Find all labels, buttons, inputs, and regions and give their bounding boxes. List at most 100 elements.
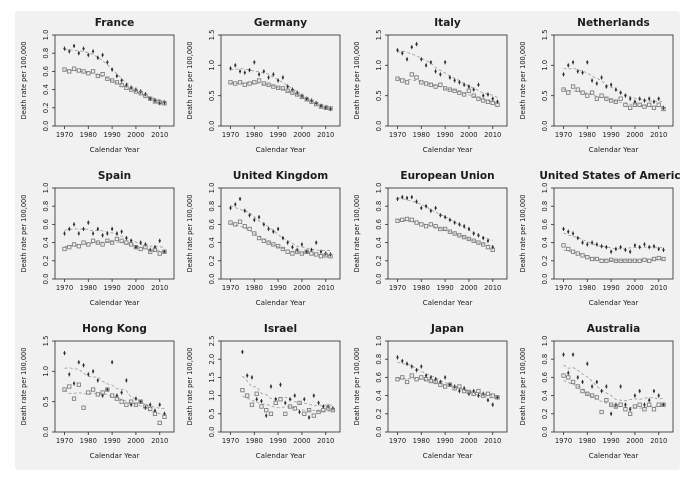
series-1-point	[600, 75, 603, 79]
series-2-point	[148, 96, 153, 101]
series-1-point	[567, 371, 570, 374]
series-1-point	[139, 400, 142, 403]
series-1-point	[130, 403, 133, 406]
series-2-point	[271, 83, 276, 89]
x-axis-label: Calendar Year	[90, 145, 140, 154]
series-2-point	[656, 402, 661, 407]
x-axis-label: Calendar Year	[588, 451, 638, 460]
series-1-point	[595, 81, 598, 85]
series-2-point	[480, 392, 485, 398]
series-2-point	[228, 219, 234, 225]
series-1-point	[298, 410, 302, 413]
plot-box	[553, 340, 674, 432]
series-1-point	[453, 78, 456, 82]
series-1-point	[491, 403, 494, 406]
series-2-point	[110, 239, 115, 245]
series-1-point	[130, 239, 133, 242]
panel-title: Australia	[587, 323, 640, 335]
x-tick-label: 1970	[56, 284, 73, 292]
plot-australia: Australia 1970 1980 1990 2000 2010 0.0 0.2 0.4 0.…	[519, 323, 674, 460]
series-2-point	[262, 238, 267, 243]
series-1-point	[149, 403, 152, 406]
series-2-point	[129, 241, 134, 247]
series-2-point	[257, 77, 262, 83]
series-2-point	[105, 76, 110, 81]
y-tick-label: 0.5	[42, 396, 50, 407]
series-2-point	[651, 256, 656, 261]
series-1-point	[571, 231, 575, 235]
series-2-point	[423, 80, 428, 86]
series-2-point	[580, 90, 585, 95]
series-1-point	[315, 240, 318, 244]
series-1-point	[82, 47, 85, 50]
y-tick-label: 0.0	[42, 120, 50, 131]
series-1-point	[263, 69, 266, 73]
series-2-point	[466, 236, 471, 241]
series-1-point	[63, 351, 66, 354]
series-1-point	[590, 78, 594, 82]
series-1-point	[562, 227, 565, 230]
series-2-point	[471, 391, 476, 396]
y-tick-label: 1.5	[42, 335, 50, 346]
series-2-point	[278, 396, 284, 401]
series-2-point	[642, 103, 647, 109]
series-1-point	[586, 60, 589, 63]
series-1-point	[491, 245, 494, 248]
plot-italy: Italy 1970 1980 1990 2000 2010 0.0 0.5 1.0 1.5 Cal…	[353, 17, 508, 154]
trend-line-series-2	[563, 88, 664, 107]
series-1-point	[134, 245, 138, 248]
series-2-point	[599, 409, 604, 414]
y-tick-label: 0.5	[375, 90, 383, 101]
x-tick-label: 2010	[151, 284, 168, 292]
plot-box	[54, 187, 175, 279]
series-2-point	[475, 388, 481, 393]
series-1-point	[244, 209, 247, 212]
series-2-point	[252, 79, 257, 84]
y-tick-label: 0.4	[375, 390, 383, 401]
series-2-point	[254, 391, 260, 396]
series-1-point	[115, 231, 119, 235]
series-1-point	[624, 94, 627, 97]
plot-box	[553, 187, 674, 279]
series-2-point	[110, 392, 115, 398]
series-1-point	[448, 218, 451, 221]
x-tick-label: 1970	[388, 437, 405, 445]
y-tick-label: 0.4	[208, 237, 216, 248]
y-axis-label: Death rate per 100,000	[186, 194, 194, 272]
series-1-point	[111, 360, 114, 363]
series-1-point	[92, 231, 95, 235]
series-1-point	[443, 60, 446, 63]
series-2-point	[95, 73, 101, 78]
x-tick-label: 1990	[602, 437, 619, 445]
series-2-point	[67, 68, 72, 74]
series-2-point	[293, 405, 298, 410]
series-1-point	[395, 197, 399, 200]
series-1-point	[77, 360, 81, 363]
series-1-point	[73, 381, 76, 385]
series-2-point	[276, 85, 281, 90]
series-2-point	[152, 411, 158, 416]
series-2-point	[233, 80, 238, 86]
x-tick-label: 1970	[388, 131, 405, 139]
series-2-point	[76, 382, 82, 387]
y-tick-label: 0.6	[541, 371, 549, 382]
series-2-point	[124, 402, 129, 407]
series-2-point	[264, 407, 269, 412]
series-2-point	[281, 246, 286, 251]
series-1-point	[229, 66, 233, 70]
series-1-point	[92, 369, 95, 372]
trend-line-series-2	[397, 219, 493, 246]
y-tick-label: 0.0	[208, 273, 216, 284]
series-1-point	[571, 60, 575, 63]
series-2-point	[157, 99, 162, 104]
series-1-point	[286, 240, 290, 244]
series-2-point	[129, 86, 134, 92]
series-2-point	[618, 258, 623, 263]
x-tick-label: 2010	[317, 284, 334, 292]
series-1-point	[255, 397, 259, 400]
series-1-point	[424, 63, 427, 66]
series-2-point	[452, 230, 457, 236]
series-1-point	[277, 78, 280, 82]
trend-line-series-2	[64, 388, 165, 416]
series-2-point	[428, 221, 433, 227]
